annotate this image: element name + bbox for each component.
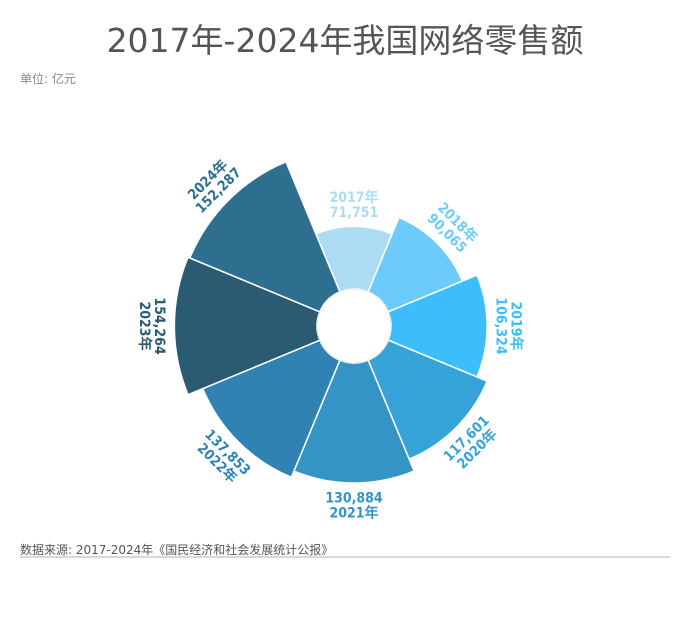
value-label: 154,264 — [151, 297, 167, 355]
category-label: 2023年 — [136, 301, 153, 350]
value-label: 130,884 — [325, 490, 383, 506]
chart-title: 2017年-2024年我国网络零售额 — [106, 21, 584, 60]
category-label: 2021年 — [329, 504, 378, 521]
sector-2020年 — [367, 339, 489, 461]
category-label: 2019年 — [508, 301, 525, 350]
data-label: 130,884 2021年 — [325, 490, 383, 521]
category-label: 2017年 — [329, 189, 378, 206]
data-label: 2017年 71,751 — [329, 189, 378, 221]
center-hole — [316, 288, 392, 364]
value-label: 71,751 — [330, 205, 379, 221]
unit-label: 单位: 亿元 — [20, 72, 76, 86]
divider — [20, 556, 670, 558]
data-label: 154,2642023年 — [136, 297, 167, 355]
source-note: 数据来源: 2017-2024年《国民经济和社会发展统计公报》 — [20, 543, 334, 557]
value-label: 106,324 — [493, 297, 509, 355]
data-label: 2019年106,324 — [493, 297, 525, 355]
